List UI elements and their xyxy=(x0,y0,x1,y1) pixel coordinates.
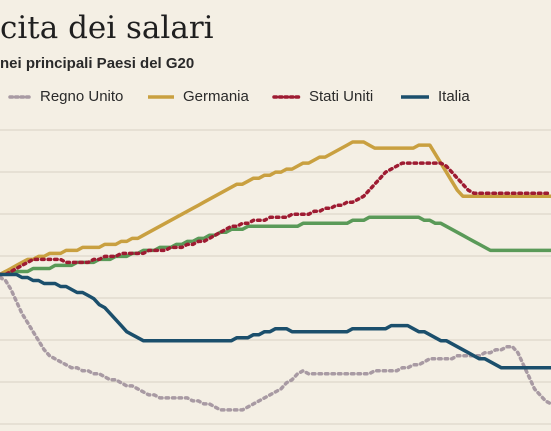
series-line-germania xyxy=(0,140,551,277)
legend-label-germania: Germania xyxy=(183,88,249,105)
legend-swatch-regno-unito xyxy=(8,95,34,99)
chart-subtitle: nei principali Paesi del G20 xyxy=(0,55,195,72)
series-line-stati-uniti xyxy=(0,161,551,277)
legend-swatch-germania xyxy=(148,95,174,99)
legend-label-stati-uniti: Stati Uniti xyxy=(309,88,374,105)
series-line-regno-unito xyxy=(0,275,551,412)
legend-swatch-italia xyxy=(401,95,429,99)
series-line-unlabeled xyxy=(0,215,551,277)
legend-swatch-stati-uniti xyxy=(272,95,302,99)
series-line-italia xyxy=(0,272,551,370)
chart-title: cita dei salari xyxy=(0,10,214,46)
legend-label-regno-unito: Regno Unito xyxy=(40,88,124,105)
legend-label-italia: Italia xyxy=(438,88,470,105)
gridlines xyxy=(0,129,551,425)
chart-legend: Regno Unito Germania Stati Uniti Italia xyxy=(0,86,551,108)
